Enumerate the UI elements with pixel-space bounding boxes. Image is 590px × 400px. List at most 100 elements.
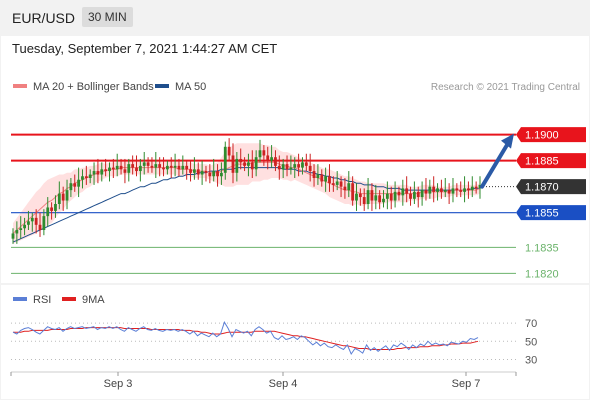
candle <box>347 171 351 198</box>
candle <box>320 169 324 187</box>
rsi-legend-swatch <box>13 297 27 301</box>
candle <box>428 179 432 199</box>
candle <box>304 153 308 172</box>
candle-body <box>169 165 173 168</box>
candle-body <box>362 197 366 204</box>
9ma-legend-label: 9MA <box>82 294 105 306</box>
candle-body <box>227 146 231 156</box>
candle-body <box>328 176 331 184</box>
candle <box>285 155 289 177</box>
price-tag-label-4: 1.1835 <box>525 242 559 254</box>
candle <box>142 152 146 175</box>
candle <box>443 178 447 198</box>
candle-body <box>54 204 57 211</box>
candle-body <box>440 188 443 192</box>
timestamp: Tuesday, September 7, 2021 1:44:27 AM CE… <box>12 41 278 56</box>
candle <box>200 160 204 185</box>
candle <box>308 153 312 182</box>
candle <box>235 152 239 182</box>
candle <box>46 197 50 227</box>
candle-body <box>231 155 235 173</box>
candle <box>331 176 335 192</box>
candle <box>92 162 96 185</box>
candle <box>424 178 428 201</box>
instrument-title: EUR/USD <box>12 10 76 26</box>
candle-body <box>146 162 150 166</box>
candle-body <box>15 230 19 234</box>
price-tags: 1.1900 1.1885 1.1870 1.1855 1.1835 1.1820 <box>516 127 586 280</box>
candle <box>374 184 378 210</box>
candle-body <box>470 186 474 191</box>
candle-body <box>459 190 463 192</box>
main-legend: MA 20 + Bollinger Bands MA 50 Research ©… <box>13 81 580 93</box>
candle-body <box>409 193 412 199</box>
candle-body <box>467 188 470 191</box>
x-tick-label: Sep 7 <box>452 378 481 390</box>
candle <box>100 162 104 182</box>
candle-body <box>65 190 69 201</box>
candle-body <box>443 190 447 192</box>
candle <box>189 160 192 182</box>
candle <box>158 157 162 177</box>
candle-body <box>320 174 324 182</box>
candle-body <box>115 165 119 170</box>
price-tag-label-0: 1.1900 <box>525 130 559 142</box>
candle <box>177 158 181 177</box>
candle-body <box>119 165 123 170</box>
candle <box>412 181 416 204</box>
candle <box>312 164 316 187</box>
candle <box>463 176 466 203</box>
candle <box>34 209 38 234</box>
candle-body <box>370 190 374 201</box>
candle-body <box>389 193 393 201</box>
candle-body <box>104 169 108 172</box>
candle-body <box>416 191 420 198</box>
candle <box>339 176 343 198</box>
candle-body <box>50 207 53 211</box>
candle-body <box>335 181 339 185</box>
candle-body <box>127 164 131 173</box>
timeframe-badge[interactable]: 30 MIN <box>82 7 133 27</box>
candle-body <box>239 158 243 163</box>
candle-body <box>312 171 316 178</box>
candle <box>65 179 69 210</box>
candle-body <box>355 193 358 201</box>
candle <box>459 181 463 198</box>
candle <box>123 158 127 184</box>
ma20-legend-swatch <box>13 84 27 88</box>
candle-body <box>30 217 34 222</box>
x-axis: Sep 3 Sep 4 Sep 7 <box>10 371 517 390</box>
candle-body <box>243 162 246 166</box>
candle <box>88 169 92 184</box>
forecast-arrow-head <box>501 133 514 149</box>
candle-body <box>42 216 46 230</box>
candle <box>23 217 26 236</box>
candle-body <box>316 174 320 178</box>
candle-body <box>46 207 50 217</box>
candle-body <box>216 171 219 177</box>
candle <box>467 181 470 199</box>
price-tag-bg-1 <box>516 153 586 169</box>
candle-body <box>270 157 273 161</box>
candle-body <box>432 186 436 192</box>
candle-body <box>412 191 416 199</box>
x-tick-label: Sep 3 <box>104 378 133 390</box>
candle-body <box>123 169 127 173</box>
candle <box>19 216 23 239</box>
candle-body <box>378 195 382 203</box>
candle-body <box>289 167 293 170</box>
candle <box>378 190 382 210</box>
candle <box>173 153 177 177</box>
candle-body <box>436 188 439 192</box>
candle <box>42 209 46 236</box>
rsi-legend: RSI 9MA <box>13 294 105 306</box>
candle <box>250 150 254 178</box>
candle-body <box>162 167 165 170</box>
candle <box>138 158 142 182</box>
forecast-arrow-shaft <box>480 139 511 189</box>
candle <box>162 157 165 177</box>
candle <box>447 183 451 204</box>
candle <box>474 181 478 194</box>
candle <box>470 176 474 198</box>
candle <box>247 153 250 177</box>
